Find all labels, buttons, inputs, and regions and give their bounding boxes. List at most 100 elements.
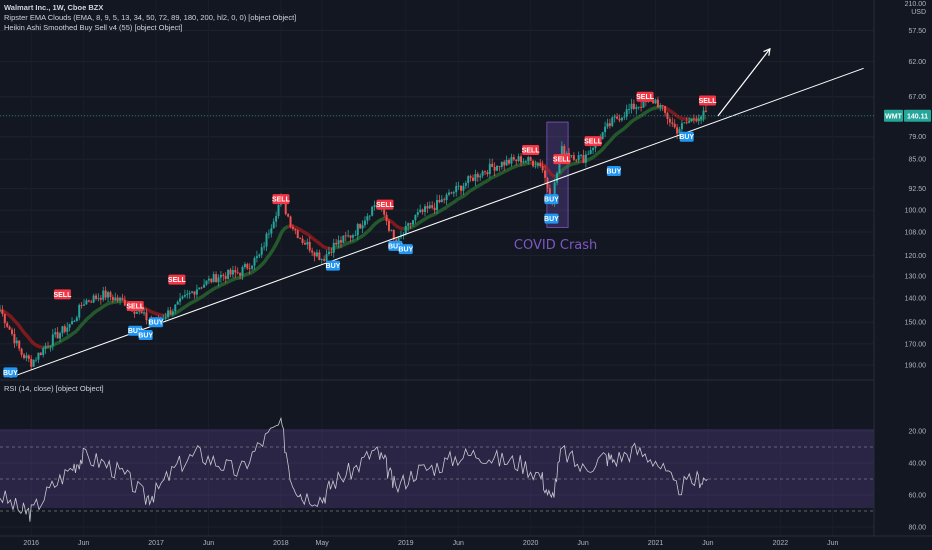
- ema-cloud-segment: [419, 219, 424, 224]
- indicator-ema-clouds[interactable]: Ripster EMA Clouds (EMA, 8, 9, 5, 13, 34…: [4, 13, 297, 22]
- ema-cloud-segment: [54, 341, 59, 346]
- ema-cloud-segment: [376, 219, 381, 224]
- ema-cloud-segment: [85, 316, 91, 321]
- ema-cloud-segment: [650, 107, 654, 112]
- ema-cloud-segment: [244, 272, 248, 277]
- ema-cloud-segment: [676, 114, 681, 120]
- sell-signal: SELL: [699, 95, 717, 106]
- price-tick-label: 62.00: [908, 59, 926, 66]
- ema-cloud-segment: [558, 169, 564, 176]
- time-axis[interactable]: 2016 Jun 2017 Jun 2018 May 2019 Jun 2020 Jun 2021 J…: [23, 540, 838, 547]
- candle-body: [460, 185, 463, 191]
- candle-body: [6, 323, 9, 327]
- sell-signal: SELL: [272, 194, 291, 205]
- candle-body: [704, 110, 707, 112]
- ema-cloud-segment: [464, 191, 470, 196]
- ema-cloud-segment: [229, 277, 234, 283]
- ema-cloud-segment: [587, 157, 592, 162]
- price-tick-label: 85.00: [908, 157, 926, 164]
- ema-cloud-segment: [506, 167, 510, 173]
- ema-cloud-segment: [340, 243, 345, 248]
- candle-body: [428, 205, 431, 209]
- candle-body: [80, 304, 83, 306]
- sell-marker: [522, 144, 540, 155]
- ema-cloud-segment: [397, 225, 402, 230]
- ema-cloud-segment: [279, 228, 285, 235]
- ema-cloud-segment: [392, 222, 398, 228]
- candle-body: [544, 170, 547, 178]
- time-tick-label: 2019: [398, 540, 414, 547]
- sell-signal: SELL: [584, 136, 603, 147]
- ema-cloud-segment: [249, 270, 253, 276]
- ema-cloud-segment: [8, 314, 14, 320]
- ema-cloud-segment: [359, 234, 364, 239]
- candle-body: [195, 289, 198, 295]
- symbol-title[interactable]: Walmart Inc., 1W, Cboe BZX: [4, 3, 104, 12]
- rsi-axis[interactable]: 80.00 60.00 40.00 20.00: [908, 429, 926, 532]
- ema-cloud-segment: [395, 224, 400, 229]
- candle-body: [589, 150, 592, 154]
- candle-body: [347, 235, 350, 237]
- sell-marker: [699, 95, 717, 106]
- ema-cloud-segment: [215, 285, 220, 290]
- ema-cloud-segment: [366, 228, 371, 234]
- candle-body: [193, 291, 196, 295]
- price-tick-label: 67.00: [908, 94, 926, 101]
- candle-body: [702, 110, 705, 117]
- candle-body: [676, 127, 679, 134]
- candle-body: [587, 153, 590, 155]
- ema-cloud-segment: [200, 294, 206, 299]
- candle-body: [315, 252, 318, 257]
- ema-cloud-segment: [445, 203, 451, 209]
- ema-cloud-segment: [370, 223, 376, 229]
- candle-body: [287, 214, 290, 217]
- time-tick-label: 2018: [273, 540, 289, 547]
- ema-cloud-segment: [388, 218, 393, 224]
- candle-body: [44, 346, 47, 349]
- ema-cloud-segment: [515, 163, 520, 168]
- candle-body: [464, 183, 467, 186]
- sell-marker: [376, 199, 394, 210]
- candle-body: [426, 206, 429, 209]
- ema-cloud-segment: [390, 220, 395, 225]
- ema-cloud-segment: [73, 329, 78, 334]
- candle-body: [688, 121, 691, 123]
- candle-body: [32, 359, 35, 367]
- ema-cloud-segment: [429, 213, 433, 218]
- ema-cloud-segment: [565, 163, 570, 169]
- ema-cloud-segment: [484, 179, 489, 184]
- candle-body: [556, 173, 559, 183]
- candle-body: [239, 273, 242, 276]
- candle-body: [419, 209, 422, 213]
- rsi-pane: [0, 416, 874, 522]
- ema-cloud-segment: [145, 307, 150, 313]
- candle-body: [392, 230, 395, 240]
- candle-body: [176, 301, 179, 305]
- ema-cloud-segment: [441, 207, 445, 212]
- price-axis[interactable]: 190.00 170.00 150.00 140.00 130.00 120.00 108.…: [0, 1, 931, 370]
- buy-label: BUY: [149, 320, 164, 327]
- ema-cloud-segment: [618, 128, 623, 134]
- candle-body: [90, 301, 93, 303]
- ema-cloud-segment: [188, 300, 194, 306]
- ema-cloud-segment: [578, 159, 582, 164]
- ema-cloud-segment: [274, 238, 281, 246]
- candle-body: [234, 270, 237, 273]
- candle-body: [366, 216, 369, 221]
- indicator-heikin-ashi[interactable]: Heikin Ashi Smoothed Buy Sell v4 (55) [o…: [4, 23, 183, 32]
- candle-body: [291, 226, 294, 229]
- candle-body: [270, 228, 273, 234]
- time-tick-label: Jun: [577, 540, 588, 547]
- ema-cloud-segment: [313, 238, 318, 243]
- ema-cloud-segment: [153, 311, 157, 316]
- candle-body: [637, 106, 640, 108]
- candle-body: [496, 166, 499, 171]
- indicator-rsi[interactable]: RSI (14, close) [object Object]: [4, 384, 104, 393]
- ema-cloud-segment: [27, 336, 33, 343]
- buy-label: BUY: [138, 333, 153, 340]
- candle-body: [450, 192, 453, 194]
- candle-body: [351, 235, 354, 238]
- ema-cloud-segment: [323, 245, 328, 250]
